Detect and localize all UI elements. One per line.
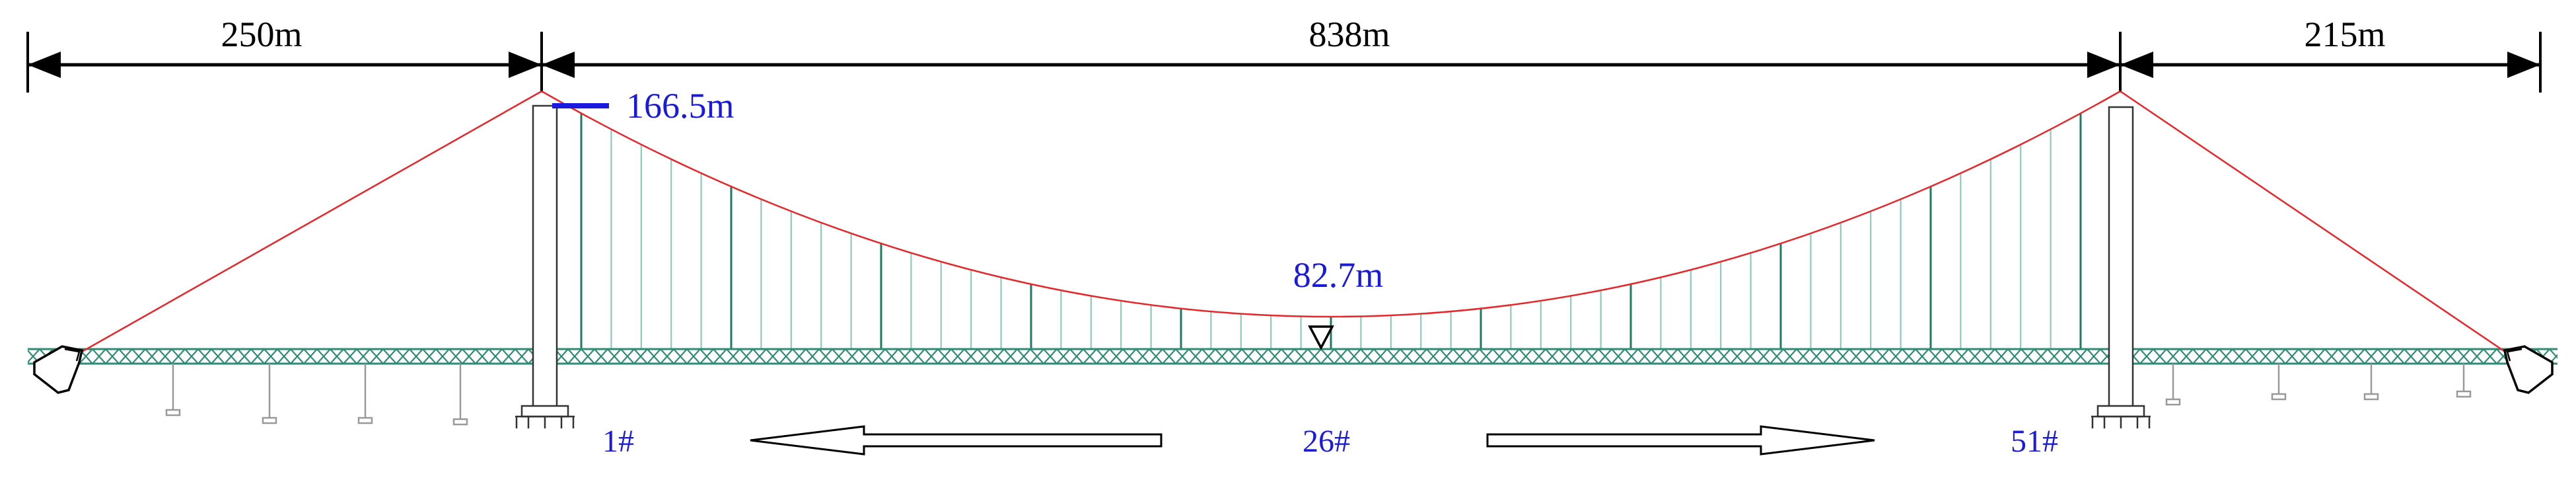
tower-right-shaft <box>2108 106 2134 409</box>
approach-pier <box>165 364 181 417</box>
arrowhead-icon <box>2120 52 2153 78</box>
hanger-group <box>580 113 2082 349</box>
tower-right <box>2091 106 2151 428</box>
anchorage-left <box>33 345 84 394</box>
hollow-arrow-left-icon <box>750 425 1163 456</box>
tower-left-shaft <box>532 104 558 409</box>
left-span-label: 250m <box>221 15 302 54</box>
side-span-cable-right <box>2120 90 2511 356</box>
triangle-down-icon <box>1308 325 1334 350</box>
approach-piers <box>165 364 2472 426</box>
anchorage-right <box>2503 345 2554 394</box>
arrowhead-icon <box>509 52 542 78</box>
tower-left <box>515 104 575 428</box>
arrowhead-icon <box>28 52 61 78</box>
hanger-label-first: 1# <box>602 424 634 459</box>
approach-pier <box>452 364 468 426</box>
tower-top-elevation: 166.5m <box>626 86 734 126</box>
anchorage-left-block <box>33 345 84 394</box>
main-span-label: 838m <box>1308 15 1390 54</box>
main-span-cable <box>541 90 2121 318</box>
hanger-label-last: 51# <box>2011 424 2058 459</box>
anchorage-right-block <box>2503 345 2554 394</box>
main-cable <box>75 90 2511 356</box>
side-span-cable-left <box>75 90 542 356</box>
arrowhead-icon <box>2507 52 2540 78</box>
approach-pier <box>262 364 277 424</box>
arrowhead-icon <box>2087 52 2120 78</box>
approach-pier <box>357 364 373 424</box>
arrowhead-icon <box>542 52 575 78</box>
dimension-lines: 250m 838m 215m <box>26 15 2542 93</box>
deck-truss <box>28 349 2558 364</box>
approach-pier <box>2165 364 2181 406</box>
stiffening-girder <box>28 348 2558 365</box>
tower-right-cap <box>2096 405 2145 418</box>
approach-pier <box>2456 364 2472 398</box>
tower-left-cap <box>520 405 569 418</box>
approach-pier <box>2271 364 2287 401</box>
approach-pier <box>2363 364 2379 401</box>
midspan-cable-elevation: 82.7m <box>1293 255 1384 295</box>
right-span-label: 215m <box>2304 15 2385 54</box>
hanger-label-middle: 26# <box>1303 424 1350 459</box>
hollow-arrow-right-icon <box>1486 425 1875 456</box>
